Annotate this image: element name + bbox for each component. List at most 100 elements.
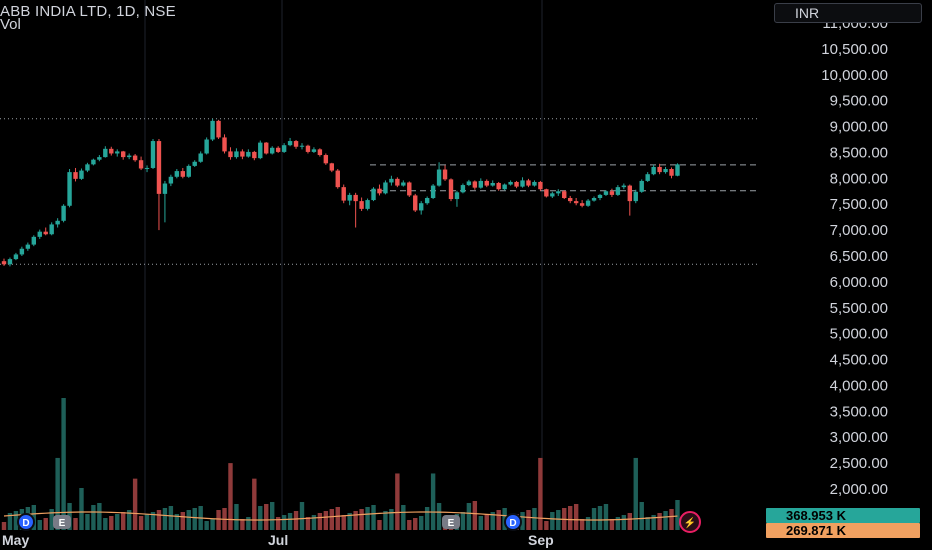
volume-bar bbox=[174, 514, 180, 530]
volume-bar bbox=[162, 508, 168, 530]
candle-body bbox=[79, 170, 84, 179]
volume-bar bbox=[436, 503, 442, 530]
candle-body bbox=[13, 254, 19, 260]
volume-bar bbox=[144, 514, 150, 530]
candle-body bbox=[281, 145, 287, 152]
volume-bar bbox=[43, 518, 48, 530]
volume-bar bbox=[31, 505, 36, 530]
candle-body bbox=[162, 183, 168, 194]
volume-bar bbox=[550, 512, 555, 530]
candle-body bbox=[413, 195, 418, 211]
volume-bar bbox=[228, 463, 233, 530]
volume-bar bbox=[293, 511, 299, 530]
volume-bar bbox=[383, 511, 388, 530]
volume-bar bbox=[270, 502, 275, 530]
volume-badges: 368.953 K 269.871 K bbox=[766, 508, 920, 538]
volume-bar bbox=[37, 520, 42, 530]
candle-body bbox=[645, 174, 650, 181]
volume-bar bbox=[407, 520, 412, 530]
currency-selector[interactable]: INR bbox=[774, 3, 922, 23]
volume-bar bbox=[585, 517, 591, 530]
candle-body bbox=[585, 200, 591, 206]
candle-body bbox=[508, 181, 513, 185]
volume-bar bbox=[275, 517, 281, 530]
candle-body bbox=[603, 191, 609, 195]
candle-body bbox=[109, 148, 114, 154]
candle-body bbox=[323, 155, 329, 164]
candle-body bbox=[138, 160, 144, 169]
candle-body bbox=[633, 191, 638, 202]
price-tick-label: 9,500.00 bbox=[830, 93, 888, 110]
candle-body bbox=[275, 147, 281, 152]
price-axis[interactable]: 11,000.0010,500.0010,000.009,500.009,000… bbox=[821, 15, 888, 498]
volume-bar bbox=[651, 515, 656, 530]
candle-body bbox=[627, 185, 632, 202]
volume-bar bbox=[55, 457, 60, 530]
price-tick-label: 4,000.00 bbox=[830, 377, 888, 394]
candle-body bbox=[389, 178, 394, 183]
volume-bar bbox=[335, 507, 340, 530]
candle-body bbox=[198, 153, 203, 162]
price-tick-label: 5,500.00 bbox=[830, 300, 888, 317]
volume-bar bbox=[317, 513, 323, 530]
volume-bar bbox=[204, 521, 209, 530]
split-event-marker[interactable]: ⚡ bbox=[679, 511, 701, 533]
volume-indicator-label[interactable]: Vol bbox=[0, 16, 21, 33]
candle-body bbox=[526, 180, 531, 186]
candle-body bbox=[192, 161, 197, 166]
volume-bar bbox=[669, 509, 674, 530]
volume-bar bbox=[138, 516, 144, 530]
split-icon bbox=[679, 511, 701, 533]
candle-body bbox=[538, 181, 543, 190]
price-tick-label: 7,000.00 bbox=[830, 222, 888, 239]
volume-bar bbox=[371, 505, 376, 530]
candle-body bbox=[168, 176, 174, 184]
candle-body bbox=[419, 203, 424, 211]
volume-bar bbox=[365, 507, 370, 530]
volume-bar bbox=[466, 503, 472, 530]
symbol-title[interactable]: ABB INDIA LTD, 1D, NSE bbox=[0, 3, 176, 20]
candle-body bbox=[573, 201, 579, 204]
time-axis[interactable]: May Jul Sep bbox=[2, 532, 554, 548]
candle-body bbox=[252, 151, 257, 159]
earnings-event-marker[interactable]: E bbox=[53, 515, 71, 529]
candle-body bbox=[520, 180, 525, 187]
earnings-event-marker[interactable]: E bbox=[442, 515, 460, 529]
candle-body bbox=[621, 185, 627, 188]
candle-body bbox=[669, 169, 674, 176]
event-markers[interactable]: D E E D ⚡ bbox=[17, 511, 701, 533]
dividend-event-marker[interactable]: D bbox=[504, 513, 522, 531]
volume-bar bbox=[645, 517, 650, 530]
volume-bar bbox=[61, 398, 66, 530]
candle-body bbox=[430, 185, 436, 199]
price-tick-label: 2,000.00 bbox=[830, 481, 888, 498]
candle-body bbox=[436, 169, 442, 186]
price-tick-label: 8,500.00 bbox=[830, 144, 888, 161]
candle-body bbox=[180, 171, 185, 177]
candle-body bbox=[454, 192, 460, 200]
dividend-event-marker[interactable]: D bbox=[17, 513, 35, 531]
volume-bar bbox=[496, 510, 501, 530]
volume-value-label: 368.953 K bbox=[786, 508, 847, 523]
candle-body bbox=[55, 220, 60, 225]
candle-body bbox=[132, 155, 138, 161]
candle-body bbox=[49, 224, 54, 235]
candle-body bbox=[407, 182, 412, 196]
price-tick-label: 10,000.00 bbox=[821, 67, 888, 84]
volume-bar bbox=[639, 502, 644, 530]
candle-body bbox=[424, 198, 430, 204]
volume-bar bbox=[85, 514, 90, 530]
candle-body bbox=[675, 164, 680, 176]
volume-bar bbox=[109, 516, 114, 530]
volume-bar bbox=[627, 513, 632, 530]
volume-bar bbox=[264, 504, 269, 530]
volume-bar bbox=[192, 508, 197, 530]
event-label: D bbox=[22, 518, 29, 529]
volume-bar bbox=[663, 511, 668, 530]
candle-body bbox=[502, 184, 507, 190]
candle-body bbox=[25, 244, 31, 249]
price-tick-label: 6,000.00 bbox=[830, 274, 888, 291]
time-tick-label: Sep bbox=[528, 532, 554, 548]
candle-body bbox=[568, 198, 573, 202]
